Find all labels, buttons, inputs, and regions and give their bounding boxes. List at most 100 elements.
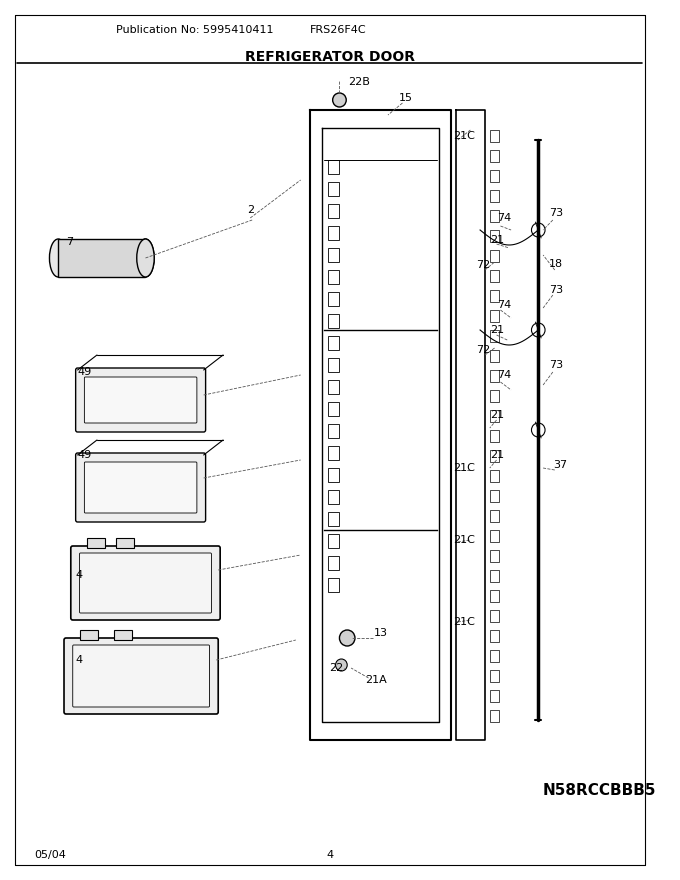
Text: 73: 73	[549, 360, 563, 370]
Text: 4: 4	[75, 570, 83, 580]
Bar	[328, 468, 339, 482]
Bar	[87, 538, 105, 548]
Bar	[490, 250, 500, 262]
Bar	[490, 490, 500, 502]
FancyBboxPatch shape	[73, 645, 209, 707]
Ellipse shape	[137, 239, 154, 277]
Bar	[490, 270, 500, 282]
Text: 74: 74	[497, 213, 511, 223]
Bar	[328, 534, 339, 548]
Text: 21C: 21C	[453, 131, 475, 141]
Bar	[490, 350, 500, 362]
Bar	[328, 490, 339, 504]
Text: 73: 73	[549, 285, 563, 295]
Bar	[490, 690, 500, 702]
Bar	[328, 512, 339, 526]
Bar	[328, 292, 339, 306]
Text: 22B: 22B	[348, 77, 370, 87]
Text: Publication No: 5995410411: Publication No: 5995410411	[116, 25, 274, 35]
Bar	[80, 630, 98, 640]
Bar	[490, 170, 500, 182]
Bar	[490, 530, 500, 542]
FancyBboxPatch shape	[71, 546, 220, 620]
Text: 4: 4	[75, 655, 83, 665]
Ellipse shape	[137, 239, 154, 277]
Text: N58RCCBBB5: N58RCCBBB5	[543, 782, 657, 797]
Bar	[328, 182, 339, 196]
Bar	[328, 556, 339, 570]
Text: 72: 72	[476, 260, 490, 270]
Bar	[490, 650, 500, 662]
Bar	[490, 230, 500, 242]
Text: 21C: 21C	[453, 463, 475, 473]
Bar	[490, 330, 500, 342]
Bar	[490, 290, 500, 302]
Bar	[328, 402, 339, 416]
Text: 4: 4	[326, 850, 333, 860]
Text: 21A: 21A	[365, 675, 387, 685]
Bar	[490, 470, 500, 482]
Text: 2: 2	[247, 205, 254, 215]
Bar	[114, 630, 132, 640]
Text: FRS26F4C: FRS26F4C	[310, 25, 367, 35]
Circle shape	[339, 630, 355, 646]
Bar	[490, 670, 500, 682]
Bar	[490, 570, 500, 582]
Text: 49: 49	[78, 367, 92, 377]
Bar	[328, 248, 339, 262]
Bar	[328, 380, 339, 394]
Text: 21C: 21C	[453, 617, 475, 627]
Bar	[328, 358, 339, 372]
Text: 74: 74	[497, 300, 511, 310]
Text: 21: 21	[490, 410, 505, 420]
Bar	[490, 370, 500, 382]
Text: 73: 73	[549, 208, 563, 218]
Bar	[328, 578, 339, 592]
Text: 15: 15	[398, 93, 412, 103]
Text: REFRIGERATOR DOOR: REFRIGERATOR DOOR	[245, 50, 415, 64]
Bar	[328, 314, 339, 328]
Bar	[328, 270, 339, 284]
Bar	[58, 239, 146, 277]
Bar	[490, 710, 500, 722]
Text: 74: 74	[497, 370, 511, 380]
Text: 21: 21	[490, 325, 505, 335]
Bar	[328, 424, 339, 438]
Text: 13: 13	[374, 628, 388, 638]
Bar	[328, 204, 339, 218]
Bar	[490, 510, 500, 522]
Text: 21: 21	[490, 235, 505, 245]
Text: 21C: 21C	[453, 535, 475, 545]
FancyBboxPatch shape	[80, 553, 211, 613]
FancyBboxPatch shape	[64, 638, 218, 714]
Text: 7: 7	[66, 237, 73, 247]
Bar	[490, 390, 500, 402]
FancyBboxPatch shape	[75, 368, 205, 432]
FancyBboxPatch shape	[75, 453, 205, 522]
Bar	[490, 210, 500, 222]
Bar	[490, 450, 500, 462]
Bar	[328, 336, 339, 350]
Text: 49: 49	[78, 450, 92, 460]
Bar	[490, 630, 500, 642]
Ellipse shape	[50, 239, 67, 277]
Bar	[490, 590, 500, 602]
Text: 18: 18	[549, 259, 563, 269]
Text: 72: 72	[476, 345, 490, 355]
Text: 21: 21	[490, 450, 505, 460]
FancyBboxPatch shape	[84, 462, 197, 513]
Bar	[490, 130, 500, 142]
Text: 22: 22	[329, 663, 343, 673]
FancyBboxPatch shape	[84, 377, 197, 423]
Text: 05/04: 05/04	[34, 850, 66, 860]
Bar	[116, 538, 134, 548]
Circle shape	[335, 659, 347, 671]
Bar	[490, 610, 500, 622]
Bar	[490, 410, 500, 422]
Bar	[328, 226, 339, 240]
Circle shape	[333, 93, 346, 107]
Text: 37: 37	[554, 460, 568, 470]
Bar	[490, 310, 500, 322]
Bar	[490, 190, 500, 202]
Bar	[490, 550, 500, 562]
